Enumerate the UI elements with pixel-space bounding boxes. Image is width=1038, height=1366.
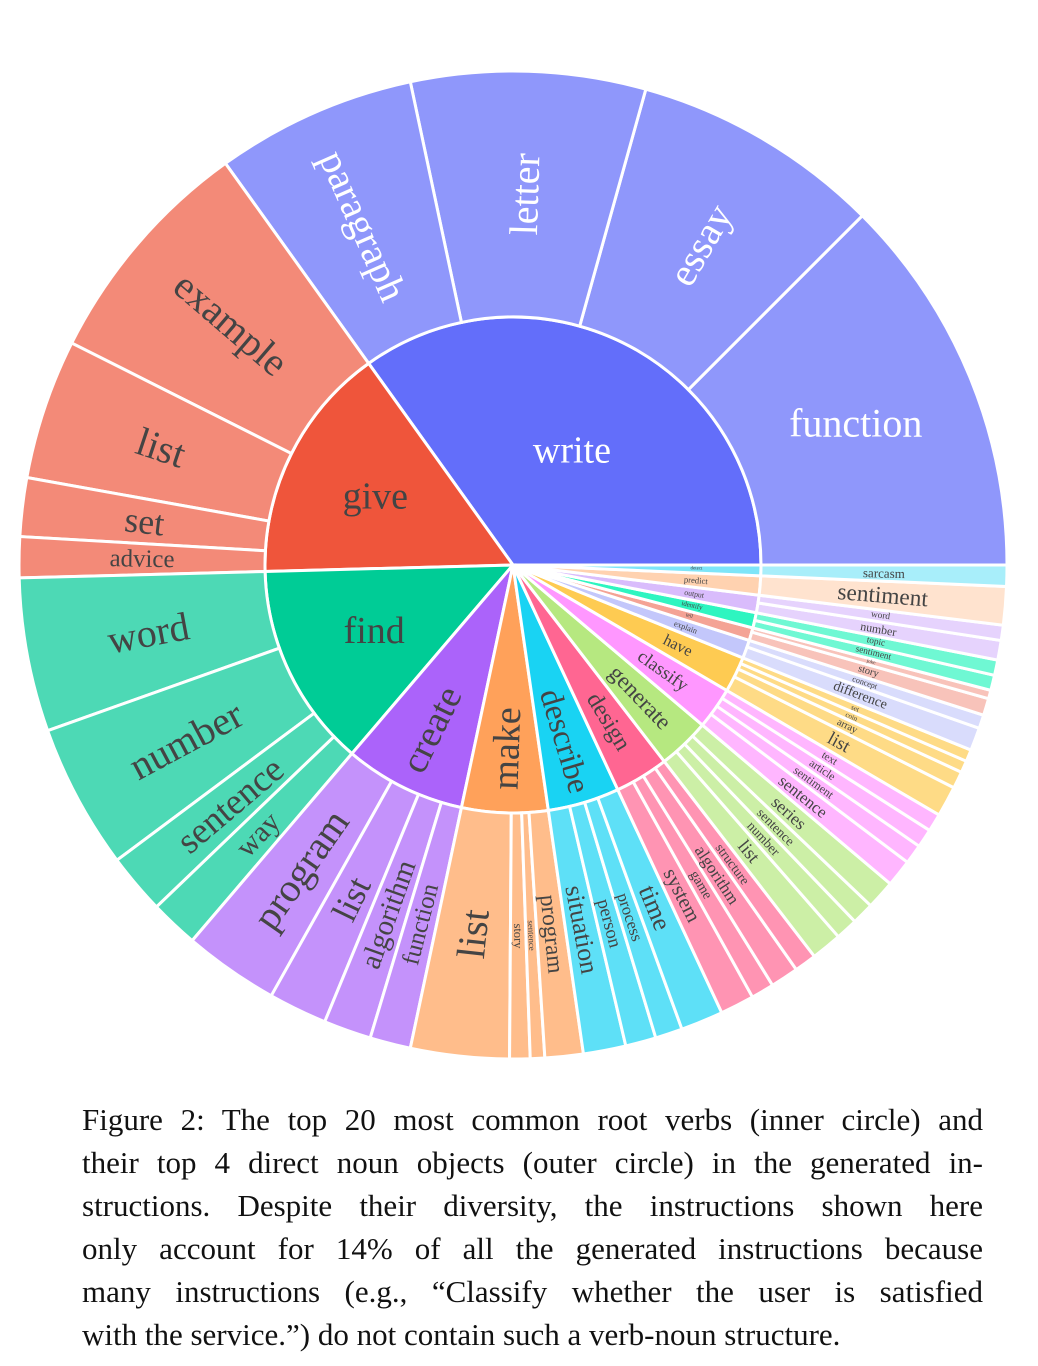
noun-label-output-number: number <box>859 619 897 639</box>
noun-label-give-set: set <box>123 499 167 543</box>
verb-label-detect: detect <box>690 566 703 571</box>
noun-label-write-letter: letter <box>501 152 549 236</box>
noun-label-make-sentence: sentence <box>526 920 537 951</box>
sunburst-chart: writefunctionessayletterparagraphgiveexa… <box>17 69 1009 1061</box>
figure-caption: Figure 2: The top 20 most common root ve… <box>82 1098 983 1356</box>
verb-label-identify: identify <box>681 600 704 612</box>
caption-line: structions. Despite their diversity, the… <box>82 1188 983 1223</box>
noun-label-write-function: function <box>789 401 922 446</box>
noun-slice-detect-sarcasm[interactable] <box>759 563 1009 589</box>
noun-label-make-list: list <box>448 907 498 960</box>
noun-label-give-advice: advice <box>109 545 174 573</box>
verb-label-tell: tell <box>685 612 694 620</box>
noun-label-have-set: set <box>850 702 861 713</box>
caption-line: many instructions (e.g., “Classify wheth… <box>82 1274 983 1309</box>
caption-line: only account for 14% of all the generate… <box>82 1231 983 1266</box>
caption-line: Figure 2: The top 20 most common root ve… <box>82 1102 983 1137</box>
noun-slice-write-function[interactable] <box>686 213 1009 567</box>
verb-label-give: give <box>343 476 408 518</box>
caption-line: their top 4 direct noun objects (outer c… <box>82 1145 983 1180</box>
noun-label-make-story: story <box>511 923 525 949</box>
verb-label-output: output <box>684 588 706 600</box>
verb-label-make: make <box>485 707 530 791</box>
verb-label-write: write <box>533 429 611 471</box>
caption-line: with the service.”) do not contain such … <box>82 1317 841 1352</box>
noun-label-tell-joke: joke <box>865 658 877 667</box>
noun-label-detect-sarcasm: sarcasm <box>863 565 905 581</box>
noun-label-identify-topic: topic <box>866 635 886 649</box>
noun-label-output-word: word <box>870 610 891 623</box>
verb-label-predict: predict <box>684 574 709 586</box>
verb-label-find: find <box>344 610 405 652</box>
